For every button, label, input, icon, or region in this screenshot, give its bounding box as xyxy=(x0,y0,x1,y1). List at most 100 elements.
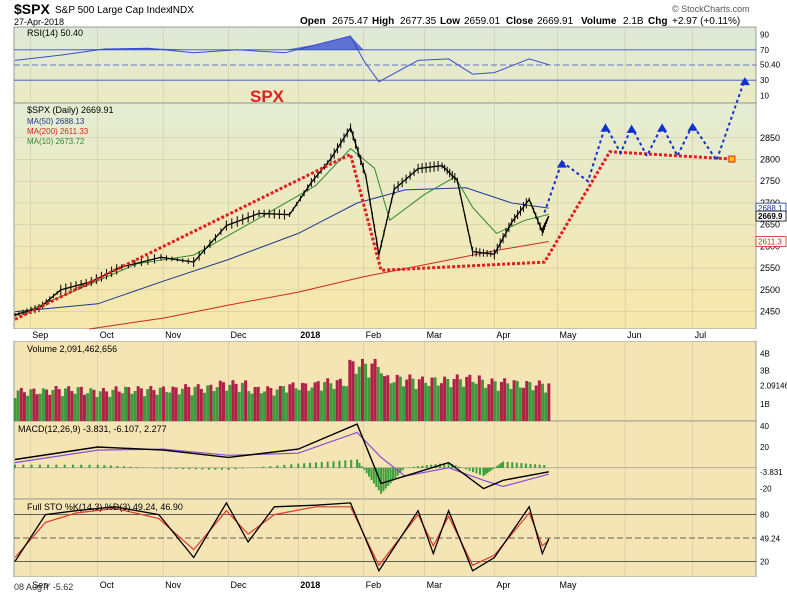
x-tick-label: Jun xyxy=(627,330,642,340)
volume-bar xyxy=(228,384,232,421)
macd-hist-bar xyxy=(392,467,395,481)
macd-hist-bar xyxy=(168,467,171,469)
price-series xyxy=(14,123,550,330)
macd-hist-bar xyxy=(356,459,359,468)
volume-bar xyxy=(534,385,538,421)
ma50-legend: MA(50) 2688.13 xyxy=(27,117,85,126)
volume-bar xyxy=(64,388,68,421)
macd-tick-label: -20 xyxy=(760,485,772,494)
volume-bar xyxy=(484,387,488,421)
volume-bar xyxy=(515,380,519,421)
volume-bar xyxy=(307,390,311,421)
volume-bar xyxy=(465,376,469,421)
macd-hist-bar xyxy=(524,463,527,468)
macd-hist-bar xyxy=(443,463,446,468)
volume-bar xyxy=(218,380,222,421)
macd-hist-bar xyxy=(412,466,415,468)
rsi-tick-label: 50.40 xyxy=(760,61,781,70)
volume-bar xyxy=(111,389,115,421)
macd-hist-bar xyxy=(458,466,461,468)
volume-bar xyxy=(180,388,184,421)
volume-bar xyxy=(414,388,418,421)
x-tick-label-bottom: Apr xyxy=(496,580,510,590)
volume-bar xyxy=(544,392,548,421)
macd-hist-bar xyxy=(465,467,468,470)
macd-hist-bar xyxy=(80,464,83,468)
volume-bar xyxy=(95,396,99,421)
close-label: Close xyxy=(506,16,534,27)
volume-bar xyxy=(503,378,507,421)
volume-bar xyxy=(247,391,251,421)
volume-bar xyxy=(436,385,440,421)
volume-bar xyxy=(398,376,402,421)
low-label: Low xyxy=(440,16,460,27)
macd-hist-bar xyxy=(389,467,392,484)
volume-bar xyxy=(348,359,352,421)
macd-hist-bar xyxy=(30,464,33,468)
volume-bar xyxy=(525,381,529,421)
volume-bar xyxy=(79,386,83,421)
x-tick-label-bottom: Feb xyxy=(366,580,382,590)
macd-series xyxy=(14,423,756,494)
axis-band xyxy=(14,329,756,341)
macd-hist-bar xyxy=(71,464,74,468)
macd-hist-bar xyxy=(529,463,532,468)
macd-tick-label: 20 xyxy=(760,443,769,452)
symbol: $SPX xyxy=(14,1,50,17)
volume-bar xyxy=(338,378,342,421)
macd-hist-bar xyxy=(129,466,132,468)
volume-bar xyxy=(237,391,241,421)
volume-bar xyxy=(345,386,349,421)
footer-dates: 08 Aug Y -5.62 xyxy=(14,582,73,592)
volume-bar xyxy=(215,387,219,421)
volume-bar xyxy=(367,377,371,421)
volume-bar xyxy=(493,381,497,421)
close-value: 2669.91 xyxy=(537,16,574,27)
x-tick-label-bottom: Sep xyxy=(32,580,48,590)
volume-bar xyxy=(395,374,399,421)
volume-bar xyxy=(212,391,216,421)
macd-hist-bar xyxy=(498,464,501,468)
volume-bar xyxy=(256,386,260,421)
projection-arrowhead xyxy=(556,159,567,168)
volume-bar xyxy=(184,384,188,421)
volume-bar xyxy=(253,387,257,421)
macd-hist-bar xyxy=(332,461,335,468)
volume-bar xyxy=(275,389,279,421)
macd-hist-bar xyxy=(344,460,347,468)
price-panel xyxy=(13,102,757,330)
macd-hist-bar xyxy=(496,465,499,468)
volume-bar xyxy=(528,382,532,421)
macd-hist-bar xyxy=(38,464,41,468)
macd-hist-bar xyxy=(478,467,481,475)
sto-k-line xyxy=(14,501,550,573)
macd-hist-bar xyxy=(387,467,390,486)
rsi-tick-label: 30 xyxy=(760,76,769,85)
volume-bar xyxy=(240,382,244,421)
volume-bar xyxy=(458,379,462,421)
volume-bar xyxy=(509,388,513,421)
price-label: $SPX (Daily) 2669.91 xyxy=(27,105,114,115)
chart-date: 27-Apr-2018 xyxy=(14,17,64,27)
volume-bar xyxy=(152,390,156,421)
projection-arrowhead xyxy=(739,77,750,86)
sto-panel-label: Full STO %K(14,3) %D(3) 49.24, 46.90 xyxy=(27,502,183,512)
volume-bar xyxy=(92,389,96,421)
volume-bar xyxy=(370,363,374,421)
rsi-tick-label: 90 xyxy=(760,31,769,40)
macd-hist-bar xyxy=(534,464,537,468)
macd-hist-bar xyxy=(290,464,293,468)
volume-bar xyxy=(120,393,124,421)
macd-hist-bar xyxy=(103,465,106,468)
macd-hist-bar xyxy=(234,467,237,470)
macd-hist-bar xyxy=(201,467,204,470)
open-value: 2675.47 xyxy=(332,16,369,27)
macd-hist-bar xyxy=(358,462,361,468)
volume-bar xyxy=(474,383,478,421)
open-label: Open xyxy=(300,16,326,27)
macd-hist-bar xyxy=(297,463,300,468)
volume-bar xyxy=(29,389,33,421)
volume-bar xyxy=(114,386,118,421)
volume-bars xyxy=(13,358,551,421)
volume-bar xyxy=(168,392,172,421)
